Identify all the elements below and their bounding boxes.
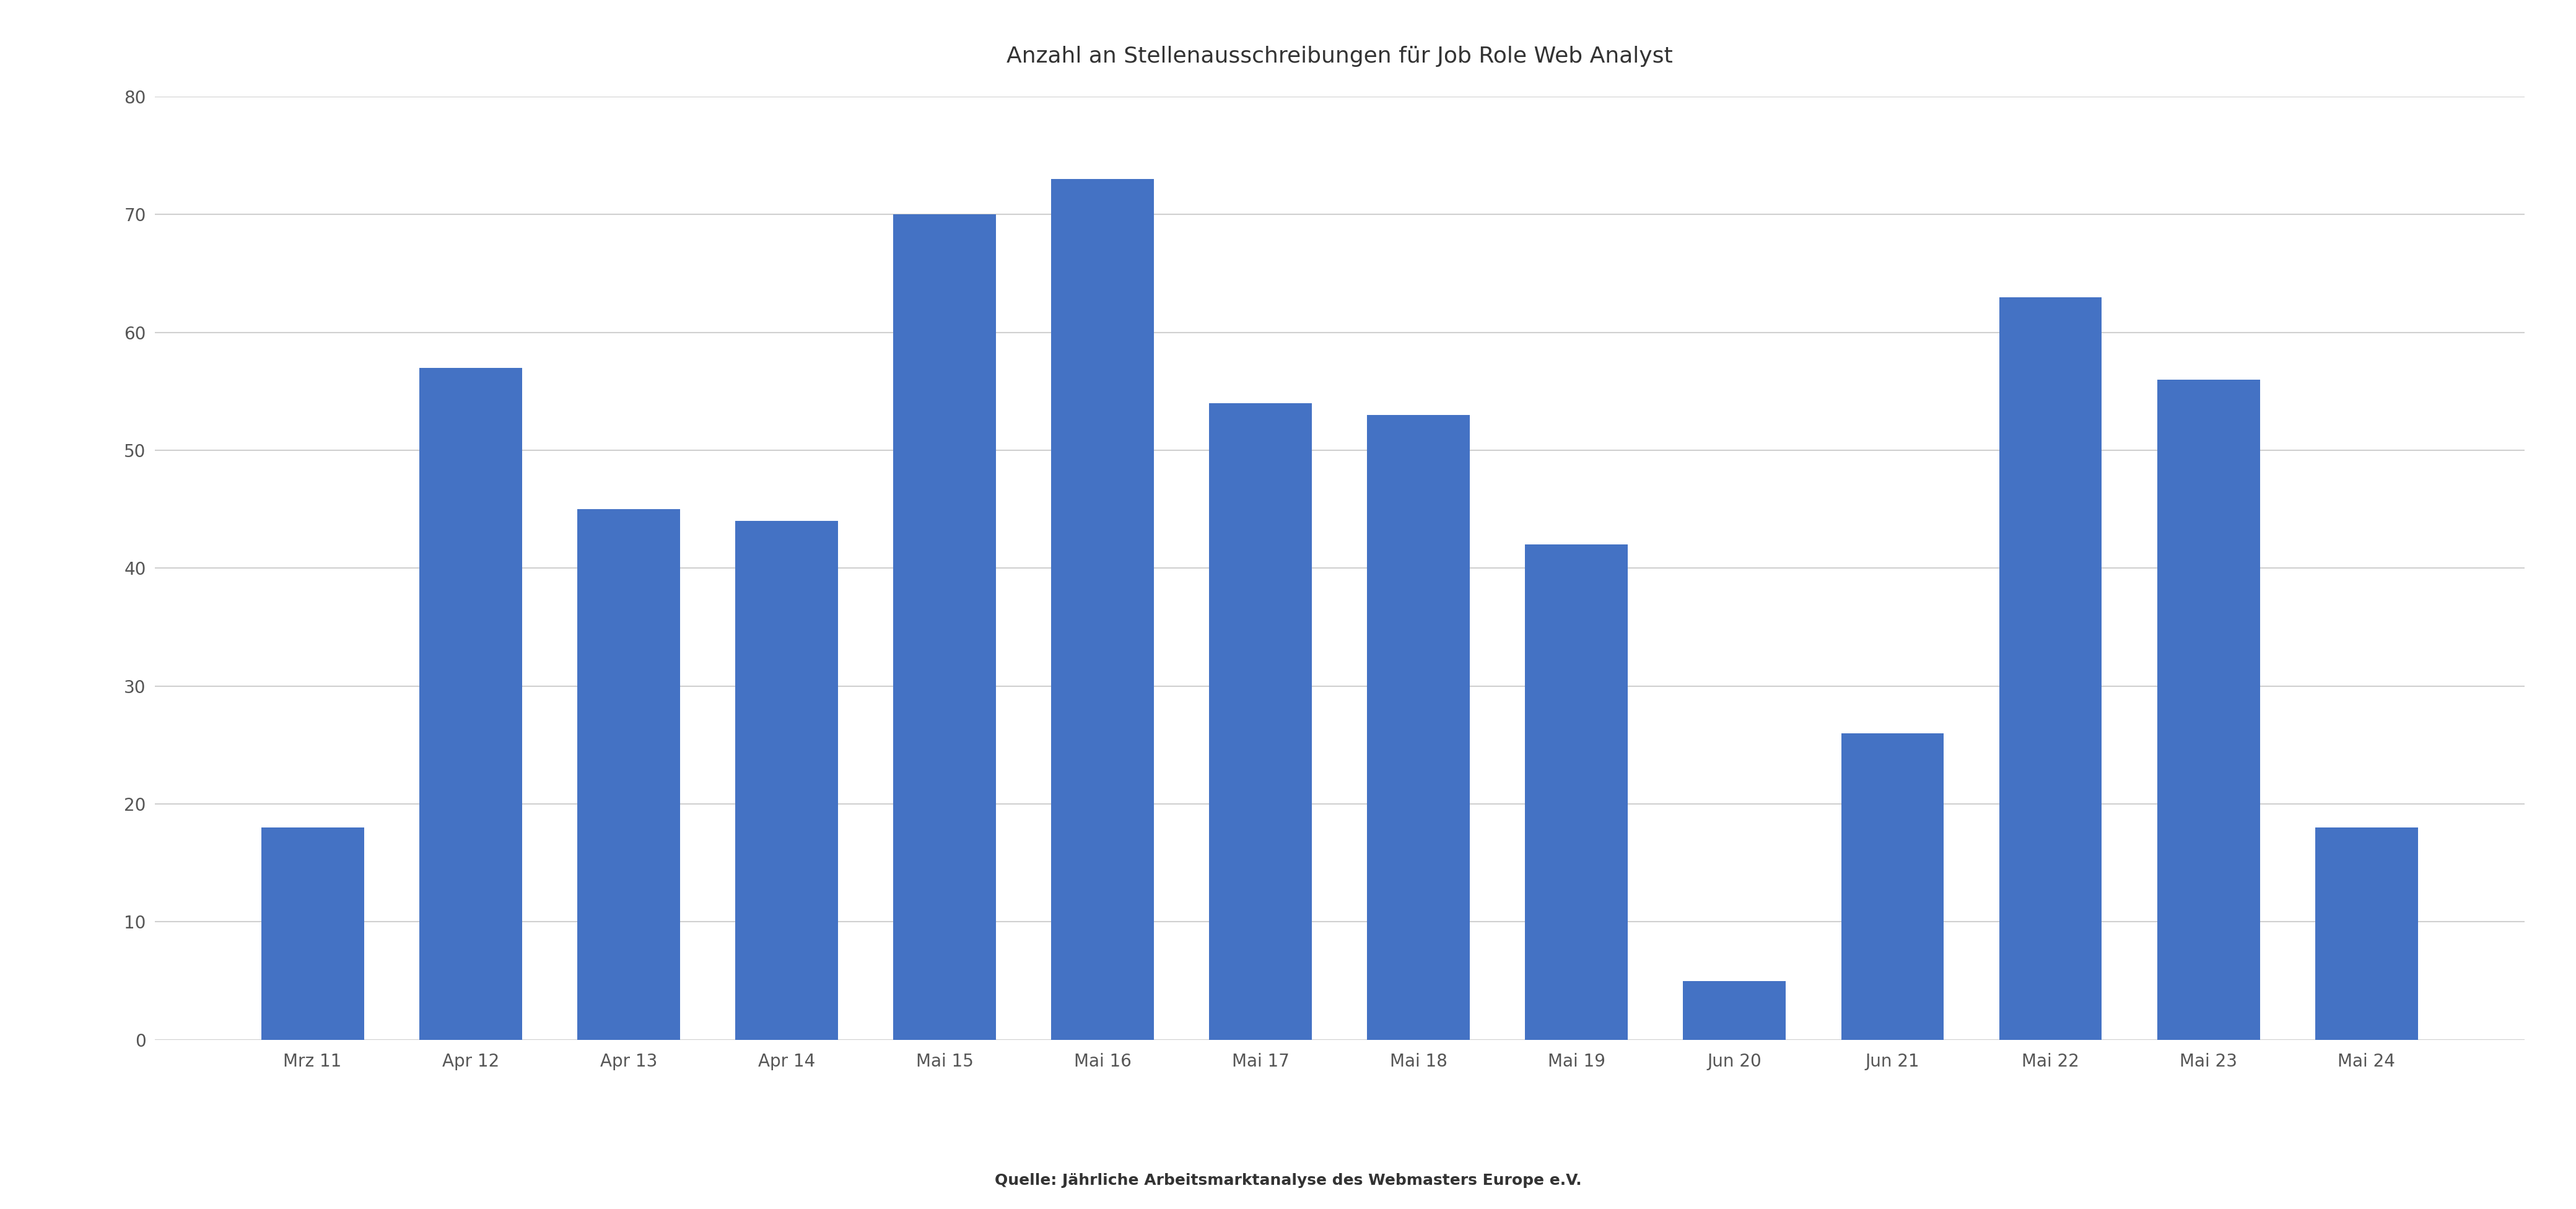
Title: Anzahl an Stellenausschreibungen für Job Role Web Analyst: Anzahl an Stellenausschreibungen für Job… xyxy=(1007,46,1672,66)
Bar xyxy=(2316,827,2419,1040)
Bar xyxy=(894,214,997,1040)
Bar xyxy=(1208,403,1311,1040)
Bar xyxy=(734,521,837,1040)
Bar xyxy=(1842,733,1945,1040)
Bar xyxy=(260,827,363,1040)
Bar xyxy=(1682,980,1785,1040)
Bar xyxy=(577,509,680,1040)
Bar xyxy=(1051,179,1154,1040)
Bar xyxy=(420,368,523,1040)
Bar xyxy=(1368,415,1471,1040)
Text: Quelle: Jährliche Arbeitsmarktanalyse des Webmasters Europe e.V.: Quelle: Jährliche Arbeitsmarktanalyse de… xyxy=(994,1173,1582,1188)
Bar xyxy=(1999,297,2102,1040)
Bar xyxy=(1525,544,1628,1040)
Bar xyxy=(2156,380,2259,1040)
